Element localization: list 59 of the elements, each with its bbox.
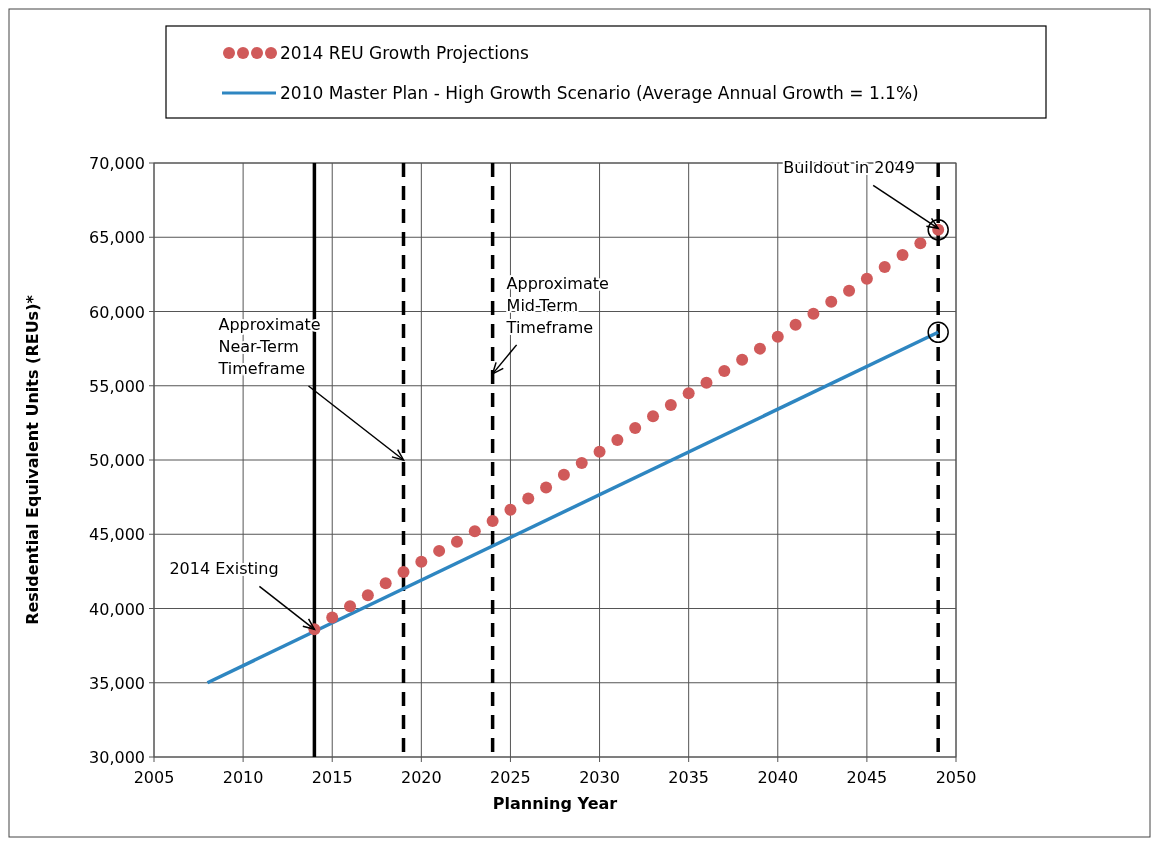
legend-label: 2010 Master Plan - High Growth Scenario (Average Annual Growth = 1.1%) bbox=[280, 83, 919, 103]
y-tick-label: 35,000 bbox=[89, 673, 145, 693]
y-tick-label: 50,000 bbox=[89, 451, 145, 470]
point bbox=[629, 422, 642, 435]
point bbox=[326, 611, 339, 624]
point bbox=[700, 376, 713, 389]
point bbox=[843, 284, 856, 297]
x-tick-label: 2035 bbox=[668, 768, 710, 787]
point bbox=[344, 600, 357, 613]
point bbox=[647, 410, 660, 423]
point bbox=[593, 445, 606, 458]
point bbox=[468, 525, 481, 538]
point bbox=[557, 468, 570, 481]
point bbox=[540, 481, 553, 494]
y-tick-label: 30,000 bbox=[89, 748, 145, 767]
point bbox=[878, 260, 891, 273]
point bbox=[682, 387, 695, 400]
point bbox=[718, 364, 731, 377]
point bbox=[450, 535, 463, 548]
x-tick-label: 2020 bbox=[400, 768, 442, 787]
y-tick-label: 65,000 bbox=[89, 228, 145, 248]
y-tick-label: 40,000 bbox=[89, 599, 145, 619]
point bbox=[825, 295, 838, 308]
point bbox=[433, 544, 446, 557]
point bbox=[522, 492, 535, 505]
x-tick-label: 2015 bbox=[311, 768, 353, 787]
x-tick-label: 2030 bbox=[579, 768, 620, 787]
point bbox=[415, 555, 428, 568]
y-tick-label: 55,000 bbox=[89, 376, 145, 396]
annotation: 2014 Existing bbox=[169, 559, 279, 579]
point bbox=[664, 399, 677, 412]
point bbox=[379, 577, 392, 590]
point bbox=[361, 589, 374, 602]
x-tick-label: 2010 bbox=[222, 768, 264, 787]
point bbox=[753, 342, 766, 355]
point bbox=[736, 353, 749, 366]
point bbox=[896, 249, 909, 262]
legend-label: 2014 REU Growth Projections bbox=[280, 43, 530, 63]
y-tick-label: 45,000 bbox=[89, 525, 145, 545]
y-tick-label: 60,000 bbox=[89, 302, 145, 322]
x-tick-label: 2025 bbox=[490, 768, 531, 787]
point bbox=[860, 272, 873, 285]
x-tick-label: 2005 bbox=[133, 768, 175, 787]
point bbox=[789, 318, 802, 331]
point bbox=[611, 433, 624, 446]
x-tick-label: 2045 bbox=[846, 768, 888, 787]
point bbox=[575, 456, 588, 469]
point bbox=[914, 237, 927, 250]
point bbox=[504, 503, 517, 516]
y-axis-title: Residential Equivalent Units (REUs)* bbox=[23, 294, 42, 625]
x-axis-title: Planning Year bbox=[492, 794, 618, 813]
x-tick-label: 2050 bbox=[935, 768, 977, 787]
y-tick-label: 70,000 bbox=[89, 154, 145, 173]
x-tick-label: 2040 bbox=[757, 768, 799, 787]
point bbox=[771, 330, 784, 343]
point bbox=[807, 307, 820, 320]
point bbox=[486, 514, 499, 527]
point bbox=[397, 566, 410, 579]
annotation: Buildout in 2049 bbox=[783, 158, 916, 178]
